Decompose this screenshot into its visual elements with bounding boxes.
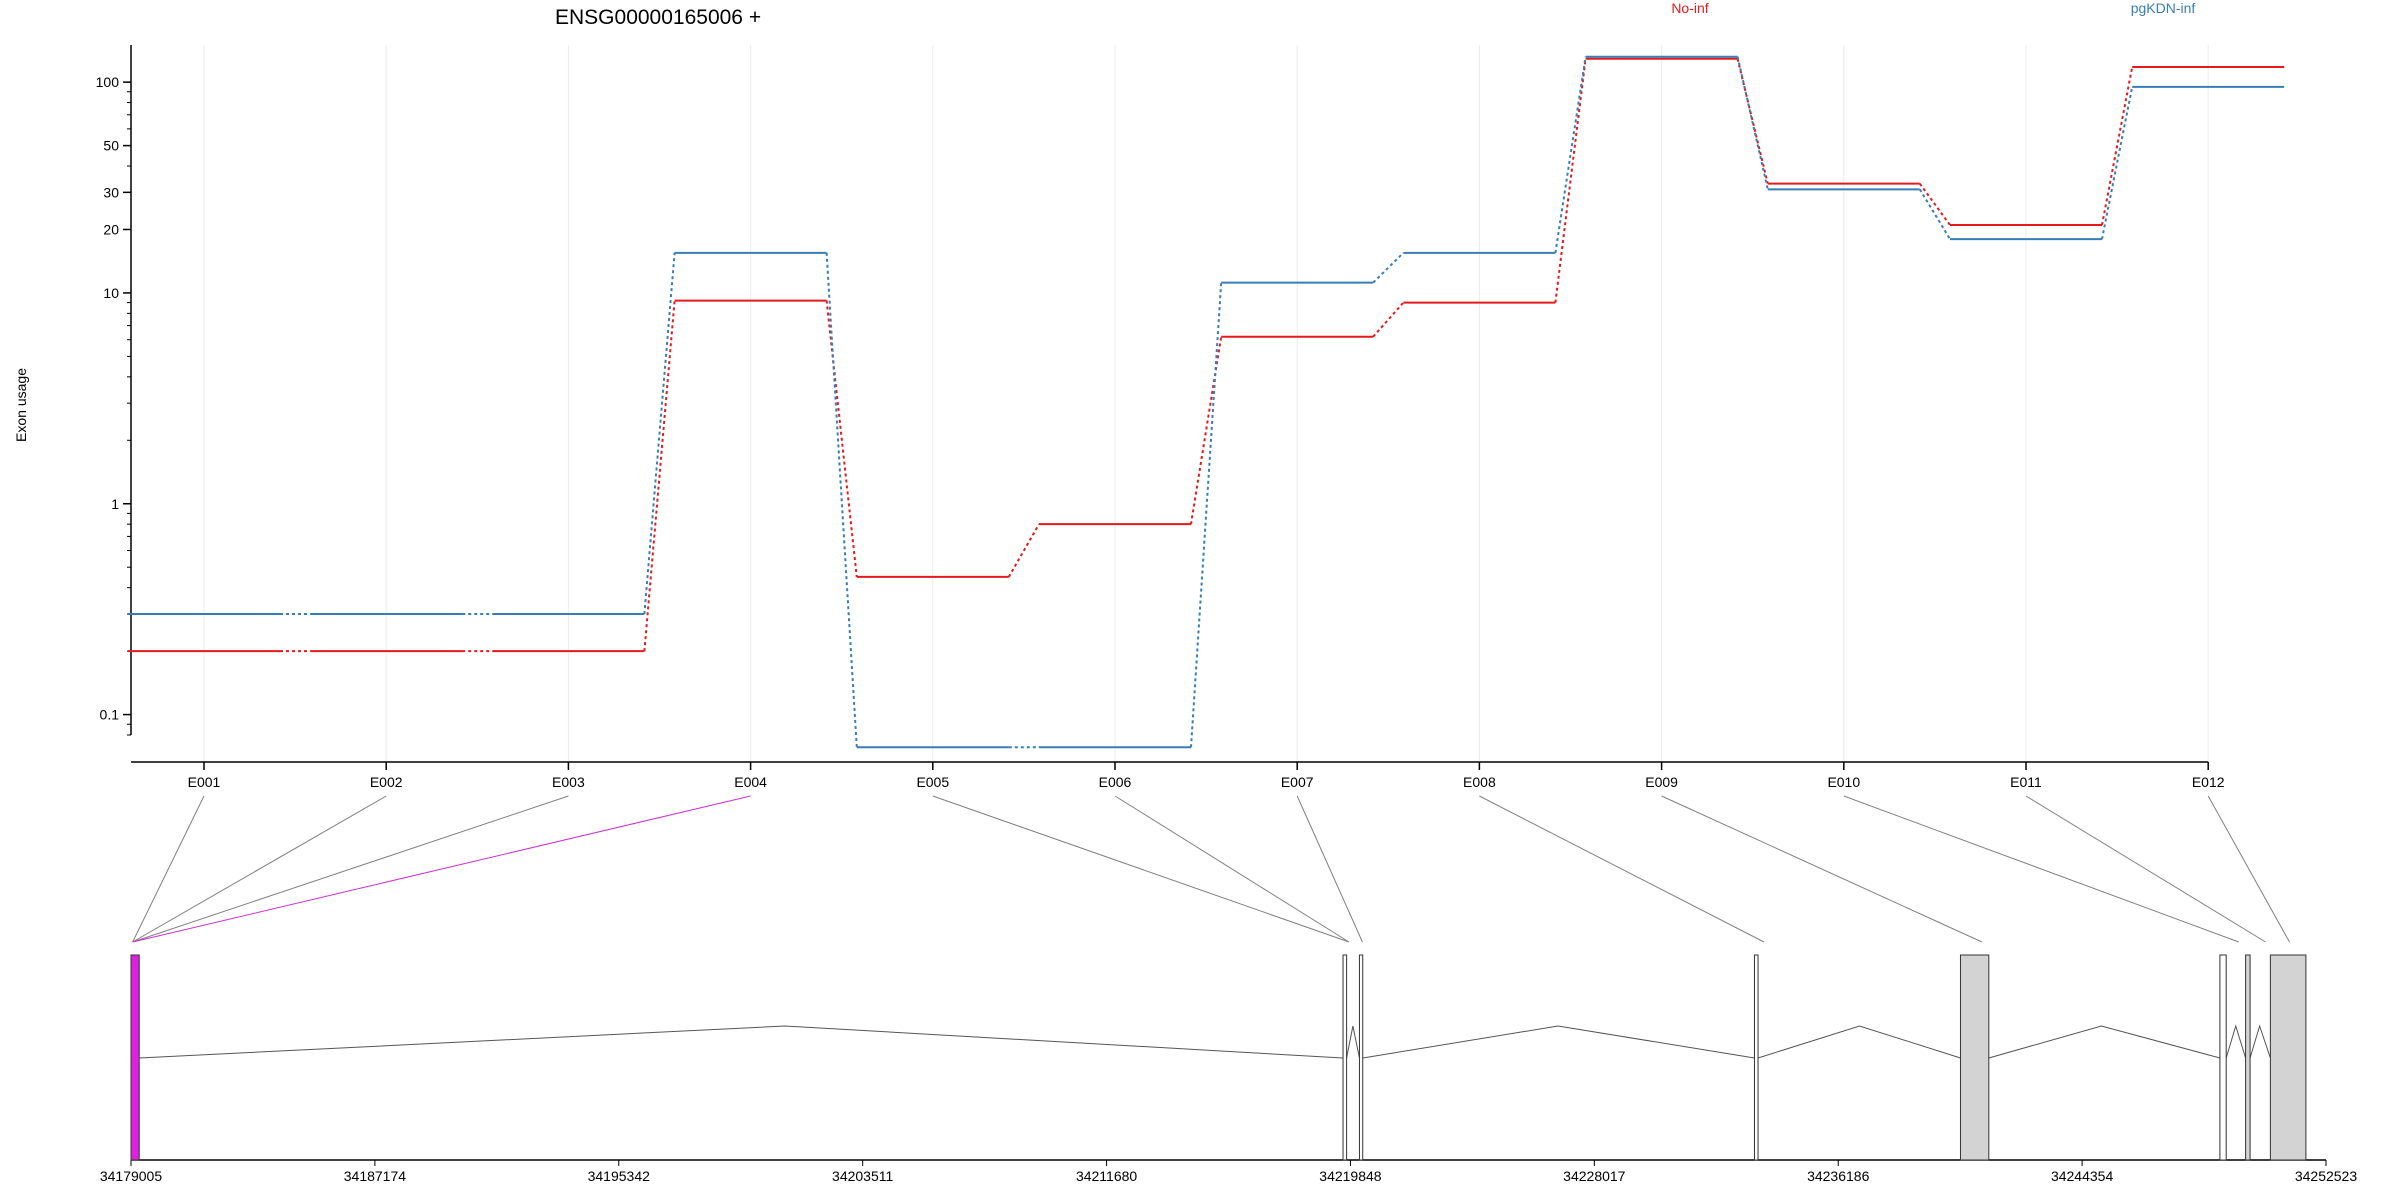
grid-layer [203,45,2209,762]
exon-usage-connector [2101,66,2134,226]
transcript-exon [1959,954,1990,1161]
exon-usage-connector [1372,301,1405,338]
series-no-inf [128,57,2285,653]
exon-connector [1114,795,1350,943]
x-tick-label: E001 [188,774,221,790]
genomic-tick-label: 34244354 [2051,1168,2114,1184]
transcript-exon [1753,954,1759,1161]
exon-connector [132,795,387,943]
exon-usage-connector [1007,523,1040,578]
exon-connector [1479,795,1765,943]
y-tick-label: 20 [103,221,119,237]
genomic-tick-label: 34179005 [100,1168,163,1184]
intron-line [1362,1025,1755,1059]
intron-line [2225,1024,2247,1059]
intron-line [1757,1025,1961,1059]
gene-model: 34179005 34187174 34195342 34203511 34211680… [100,954,2358,1184]
y-axis: 0.1 1 10 20 30 50 100 [96,45,132,736]
y-tick-label: 10 [103,285,119,301]
genomic-tick-label: 34195342 [588,1168,651,1184]
x-tick-label: E003 [552,774,585,790]
x-tick-label: E004 [734,774,767,790]
intron-line [2249,1024,2271,1059]
exon-usage-connector [2101,86,2134,240]
highlighted-exon-connector [132,795,751,943]
exon-usage-connector [825,252,858,748]
exon-usage-connector [643,300,676,652]
transcript-exon [2219,954,2227,1161]
exon-usage-connector [1554,58,1587,303]
exon-connector [1843,795,2239,943]
y-tick-label: 1 [111,496,119,512]
genomic-tick-label: 34219848 [1319,1168,1382,1184]
intron-line [139,1025,1344,1059]
genomic-tick-label: 34228017 [1563,1168,1626,1184]
x-axis: E001 E002 E003 E004 E005 E006 E007 E008 E009 E010… [131,761,2225,790]
x-tick-label: E007 [1281,774,1314,790]
y-tick-label: 100 [96,74,120,90]
exon-usage-connector [1372,252,1405,284]
legend-pgkdn-inf: pgKDN-inf [2131,0,2196,16]
exon-connector [932,795,1350,943]
exon-connector [1296,795,1363,943]
exon-usage-connector [1554,56,1587,253]
exon-usage-connector [643,252,676,615]
series-pgkdn-inf [128,55,2285,749]
genomic-tick-label: 34211680 [1076,1168,1137,1184]
transcript-exon [1342,954,1348,1161]
x-tick-label: E009 [1645,774,1678,790]
exon-connector [132,795,205,943]
exon-usage-connector [825,300,858,577]
genomic-tick-label: 34252523 [2295,1168,2358,1184]
transcript-exon [2245,954,2251,1161]
exon-usage-connector [1736,56,1769,190]
exon-connector [132,795,569,943]
y-axis-label: Exon usage [13,368,29,442]
x-tick-label: E011 [2010,774,2042,790]
x-tick-label: E002 [370,774,403,790]
intron-line [1988,1025,2221,1059]
exon-usage-connector [1918,188,1951,240]
genomic-tick-label: 34203511 [832,1168,893,1184]
genomic-tick-label: 34236186 [1807,1168,1870,1184]
exon-usage-connector [1190,282,1223,748]
y-tick-label: 0.1 [100,707,120,723]
exon-connectors [132,795,2290,943]
exon-connector [1661,795,1983,943]
exon-connector [2207,795,2290,943]
exon-usage-connector [1918,183,1951,226]
x-tick-label: E010 [1827,774,1860,790]
transcript-exon [130,954,140,1161]
exon-connector [2025,795,2266,943]
y-tick-label: 50 [103,138,119,154]
transcript-exon [2269,954,2307,1161]
x-tick-label: E006 [1099,774,1132,790]
y-tick-label: 30 [103,184,119,200]
genomic-tick-label: 34187174 [344,1168,407,1184]
exon-usage-connector [1190,336,1223,525]
x-tick-label: E005 [916,774,949,790]
x-tick-label: E012 [2192,774,2225,790]
chart-title: ENSG00000165006 + [555,6,761,29]
transcript-exon [1358,954,1364,1161]
legend-no-inf: No-inf [1671,0,1708,16]
x-tick-label: E008 [1463,774,1496,790]
intron-line [1346,1025,1360,1059]
